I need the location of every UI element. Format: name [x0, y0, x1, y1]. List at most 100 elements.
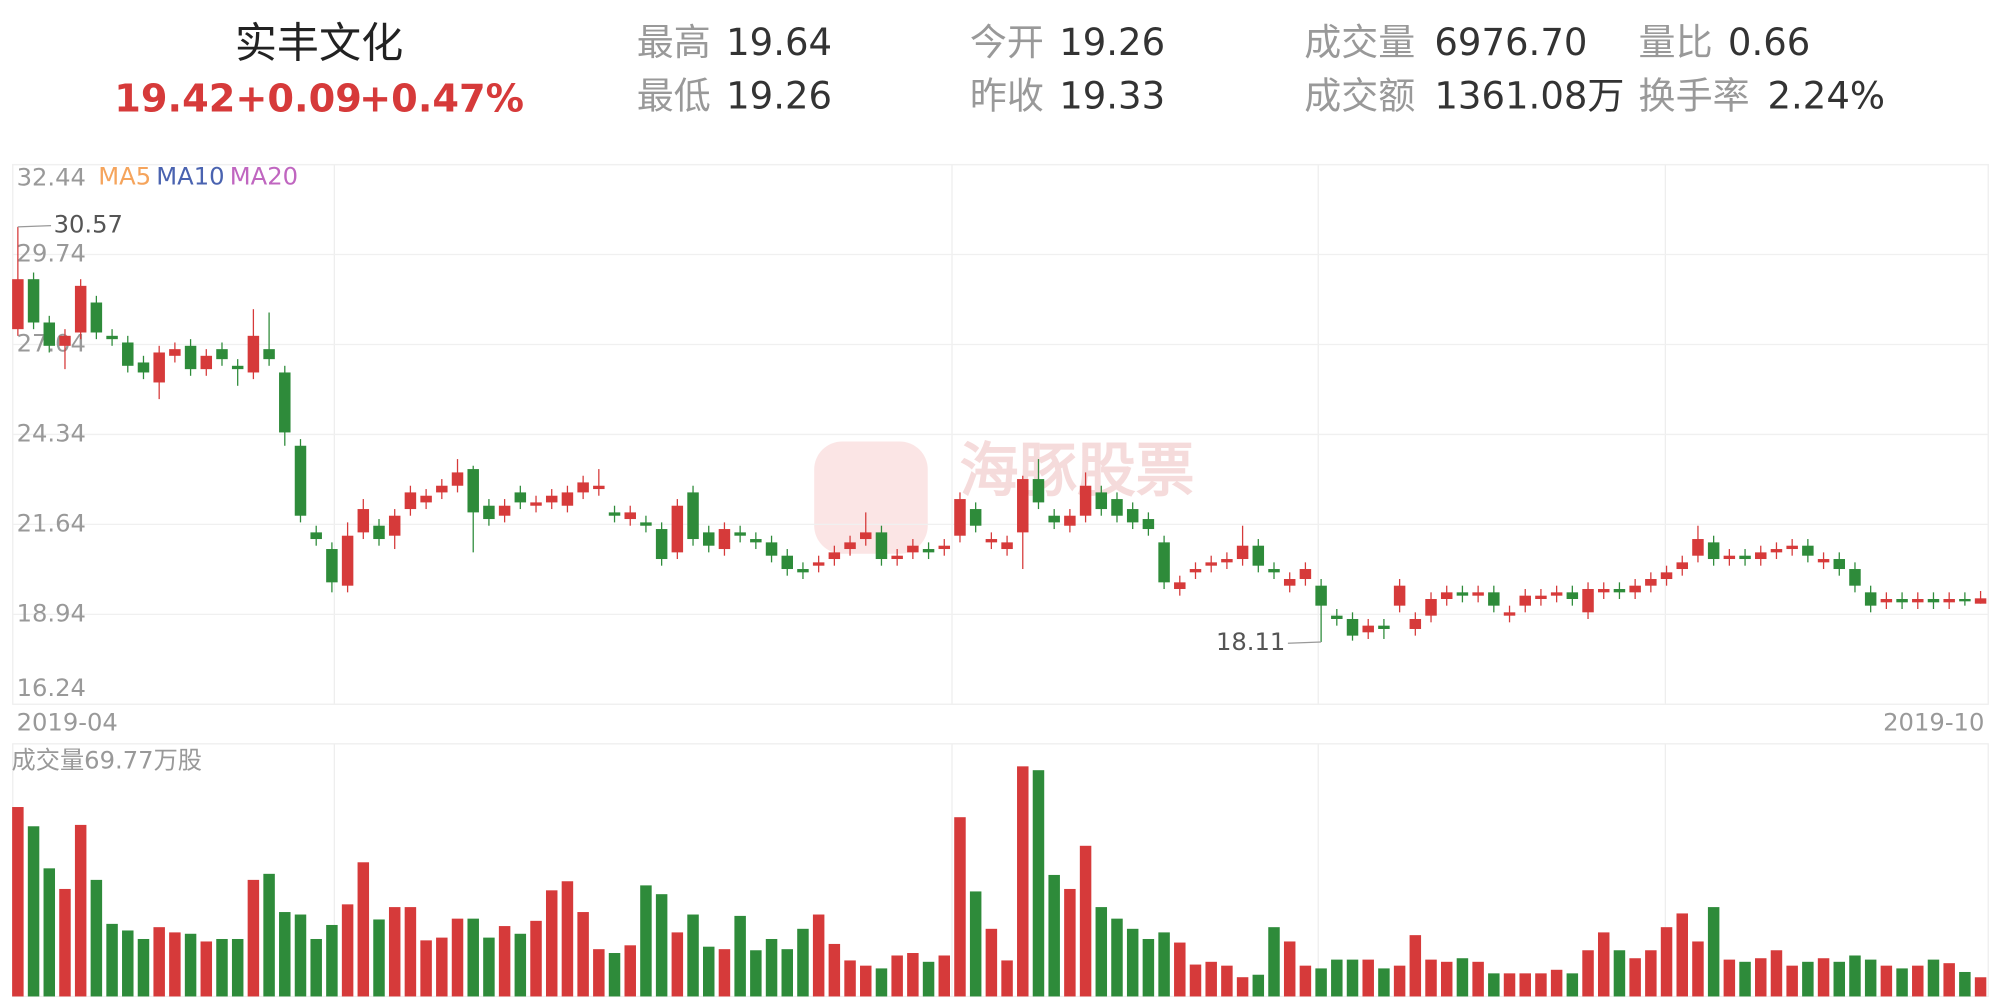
volume-bar — [640, 885, 652, 997]
volume-bar — [1912, 965, 1924, 997]
volume-bar — [1425, 959, 1437, 997]
volume-bar — [1943, 963, 1955, 997]
volume-bar — [436, 937, 448, 997]
legend-entry: MA5 — [98, 161, 151, 190]
candle-body — [1770, 549, 1783, 553]
volume-bar — [1645, 950, 1657, 997]
candle-body — [1943, 599, 1955, 603]
volume-bar — [1550, 969, 1563, 997]
candle-body — [1126, 509, 1139, 523]
stat-label: 成交量 — [1304, 21, 1415, 64]
candle-body — [1001, 542, 1013, 550]
volume-bar — [1864, 959, 1877, 997]
candle-body — [1331, 615, 1343, 619]
candle-body — [1974, 598, 1987, 604]
stat-label: 昨收 — [970, 75, 1044, 118]
volume-bar — [1802, 961, 1814, 997]
volume-bar — [1048, 874, 1060, 997]
volume-bar — [1268, 927, 1280, 997]
candle-body — [1739, 555, 1751, 560]
candle-body — [294, 445, 307, 516]
candle-body — [750, 539, 762, 543]
volume-bar — [907, 953, 919, 997]
watermark-logo — [814, 441, 928, 554]
candle-body — [1849, 569, 1861, 586]
volume-label: 成交量69.77万股 — [11, 746, 202, 775]
volume-bar — [1142, 938, 1155, 997]
volume-bar — [1927, 959, 1940, 997]
candle-body — [200, 355, 213, 370]
volume-bar — [467, 918, 479, 997]
candle-body — [1017, 479, 1029, 533]
candle-body — [1205, 562, 1217, 566]
annotation-leader — [17, 224, 52, 228]
volume-bar — [860, 965, 872, 997]
volume-bar — [1739, 961, 1751, 997]
volume-bar — [216, 938, 228, 997]
legend-entry: MA20 — [230, 161, 298, 190]
volume-bar — [1158, 932, 1170, 997]
volume-bar — [1331, 959, 1343, 997]
y-tick-label: 21.64 — [17, 508, 86, 537]
volume-bar — [781, 949, 793, 997]
candle-body — [1723, 555, 1736, 560]
volume-bar — [1205, 961, 1217, 997]
volume-bar — [153, 927, 165, 997]
volume-bar — [671, 932, 684, 997]
candle-body — [1535, 595, 1547, 600]
volume-bar — [1692, 941, 1704, 997]
volume-bar — [169, 932, 181, 997]
volume-bar — [247, 879, 260, 997]
candle-body — [938, 545, 951, 550]
volume-bar — [1126, 928, 1139, 997]
volume-bar — [812, 914, 825, 997]
candle-body — [388, 515, 401, 536]
stat-label: 最低 — [637, 75, 711, 118]
y-tick-label: 16.24 — [17, 673, 86, 702]
volume-bar — [263, 873, 275, 997]
candle-body — [1064, 515, 1076, 526]
volume-bar — [938, 955, 951, 997]
candle-body — [357, 509, 370, 533]
volume-bar — [1252, 974, 1265, 997]
candle-body — [1660, 572, 1673, 580]
candle-body — [624, 512, 636, 520]
volume-bar — [1393, 965, 1406, 997]
candle-body — [1252, 545, 1265, 566]
volume-bar — [483, 937, 495, 997]
volume-bar — [498, 926, 511, 997]
volume-bar — [310, 938, 322, 997]
candle-body — [420, 495, 432, 503]
volume-bar — [734, 915, 746, 997]
candle-body — [1048, 515, 1060, 523]
candle-body — [797, 569, 809, 573]
volume-bar — [184, 933, 197, 997]
volume-bar — [718, 949, 731, 997]
candle-body — [969, 509, 982, 526]
candle-body — [655, 529, 668, 560]
candle-body — [530, 502, 542, 506]
volume-bar — [1017, 766, 1029, 997]
volume-bar — [373, 919, 385, 997]
candle-body — [436, 485, 448, 493]
volume-bar — [1409, 935, 1422, 997]
volume-bar — [530, 920, 542, 997]
volume-bar — [1582, 950, 1594, 997]
stat-value: 0.66 — [1728, 21, 1810, 64]
candle-body — [985, 539, 998, 543]
stat-value: 1361.08万 — [1434, 75, 1624, 118]
volume-bar — [922, 961, 935, 997]
candle-body — [891, 555, 903, 560]
candle-body — [1425, 599, 1437, 616]
candle-body — [1676, 562, 1688, 570]
candle-body — [765, 542, 778, 556]
candle-body — [687, 492, 699, 540]
candle-body — [74, 285, 87, 333]
y-tick-label: 24.34 — [17, 418, 86, 447]
volume-bar — [1833, 961, 1846, 997]
volume-bar — [1707, 907, 1720, 997]
volume-bar — [1723, 959, 1736, 997]
stat-value: 19.64 — [726, 21, 832, 64]
volume-bar — [954, 817, 966, 997]
candle-body — [122, 342, 134, 366]
